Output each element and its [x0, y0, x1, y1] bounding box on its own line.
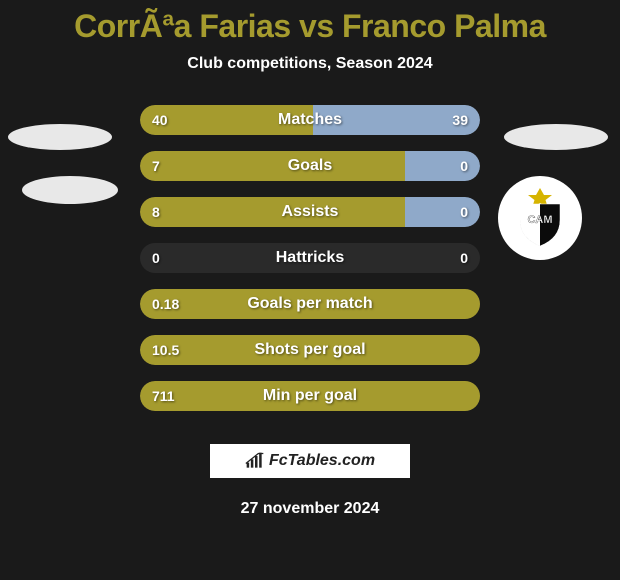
stat-row: 70Goals [140, 151, 480, 181]
stat-row: 0.18Goals per match [140, 289, 480, 319]
stat-label: Goals [140, 151, 480, 181]
stat-label: Goals per match [140, 289, 480, 319]
stat-row: 00Hattricks [140, 243, 480, 273]
bar-chart-icon [245, 452, 265, 470]
left-team-badge-placeholder-1 [8, 124, 112, 150]
stat-label: Shots per goal [140, 335, 480, 365]
date-text: 27 november 2024 [0, 500, 620, 518]
stat-label: Min per goal [140, 381, 480, 411]
stat-label: Matches [140, 105, 480, 135]
stat-label: Hattricks [140, 243, 480, 273]
fctables-watermark: FcTables.com [210, 444, 410, 478]
stat-row: 10.5Shots per goal [140, 335, 480, 365]
stat-row: 4039Matches [140, 105, 480, 135]
right-team-badge-placeholder-1 [504, 124, 608, 150]
stat-label: Assists [140, 197, 480, 227]
svg-text:CAM: CAM [527, 214, 552, 226]
comparison-chart: CAM 4039Matches 70Goals 80Assists 00Hattric… [0, 105, 620, 425]
right-club-badge: CAM [498, 176, 582, 260]
fctables-label: FcTables.com [269, 452, 375, 470]
subtitle: Club competitions, Season 2024 [0, 55, 620, 73]
stat-row: 80Assists [140, 197, 480, 227]
stat-bars: 4039Matches 70Goals 80Assists 00Hattricks 0.… [140, 105, 480, 427]
stat-row: 711Min per goal [140, 381, 480, 411]
infographic-container: CorrÃªa Farias vs Franco Palma Club comp… [0, 0, 620, 580]
page-title: CorrÃªa Farias vs Franco Palma [0, 8, 620, 45]
atletico-mineiro-crest-icon: CAM [508, 186, 572, 250]
left-team-badge-placeholder-2 [22, 176, 118, 204]
